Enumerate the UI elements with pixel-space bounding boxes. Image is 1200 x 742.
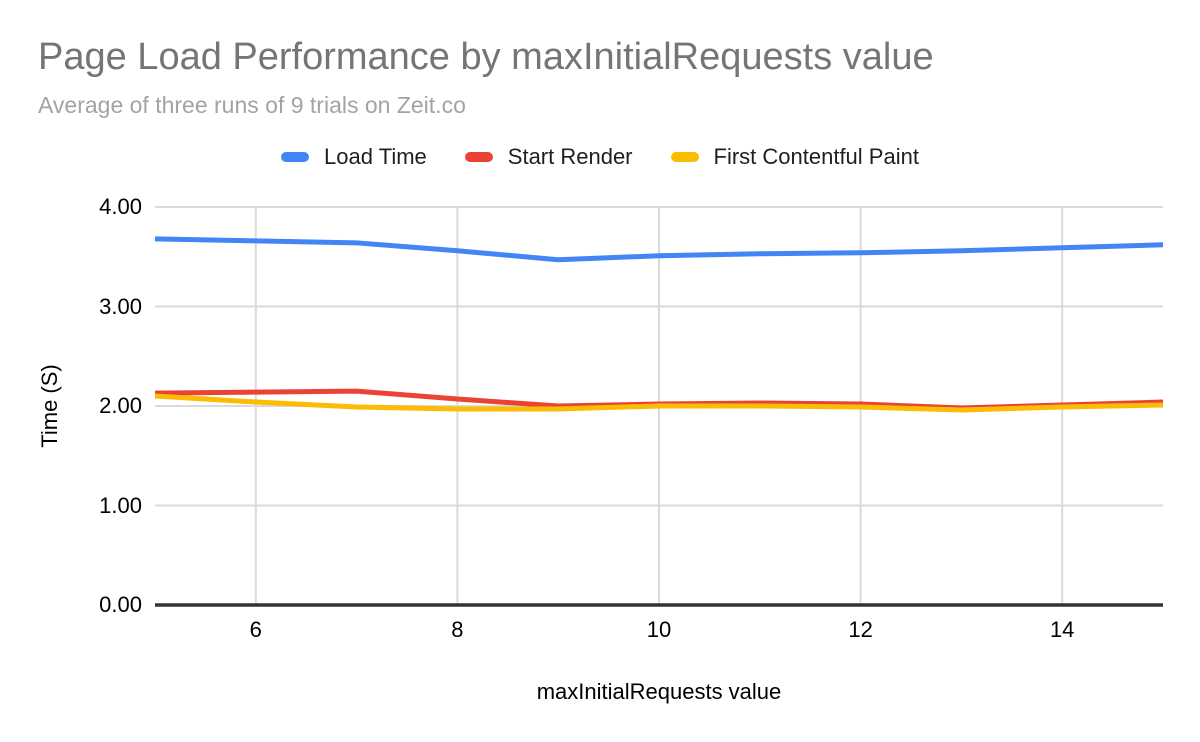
chart-legend: Load Time Start Render First Contentful … (0, 144, 1200, 170)
x-tick-label: 12 (848, 617, 873, 642)
y-tick-label: 3.00 (99, 293, 142, 319)
chart-title: Page Load Performance by maxInitialReque… (38, 36, 934, 78)
first-contentful-paint-swatch-icon (670, 152, 699, 162)
y-tick-label: 0.00 (99, 592, 142, 617)
load-time-swatch-icon (281, 152, 310, 162)
y-tick-label: 4.00 (99, 194, 142, 219)
legend-label: First Contentful Paint (713, 144, 919, 169)
x-tick-label: 10 (646, 617, 672, 642)
legend-label: Load Time (324, 144, 427, 169)
legend-item-load-time: Load Time (281, 144, 427, 170)
start-render-swatch-icon (464, 152, 493, 162)
x-tick-label: 8 (451, 617, 464, 642)
y-tick-label: 2.00 (99, 393, 142, 418)
x-tick-label: 14 (1049, 617, 1075, 642)
legend-label: Start Render (507, 144, 633, 169)
y-axis-title: Time (S) (37, 364, 62, 448)
series-line-load-time (154, 236, 1164, 263)
legend-item-first-contentful-paint: First Contentful Paint (670, 144, 919, 170)
x-axis-title: maxInitialRequests value (536, 679, 782, 704)
chart-subtitle: Average of three runs of 9 trials on Zei… (38, 92, 466, 118)
y-tick-label: 1.00 (99, 492, 142, 518)
x-tick-label: 6 (249, 617, 262, 642)
legend-item-start-render: Start Render (464, 144, 633, 170)
series-line-first-contentful-paint (154, 393, 1164, 413)
